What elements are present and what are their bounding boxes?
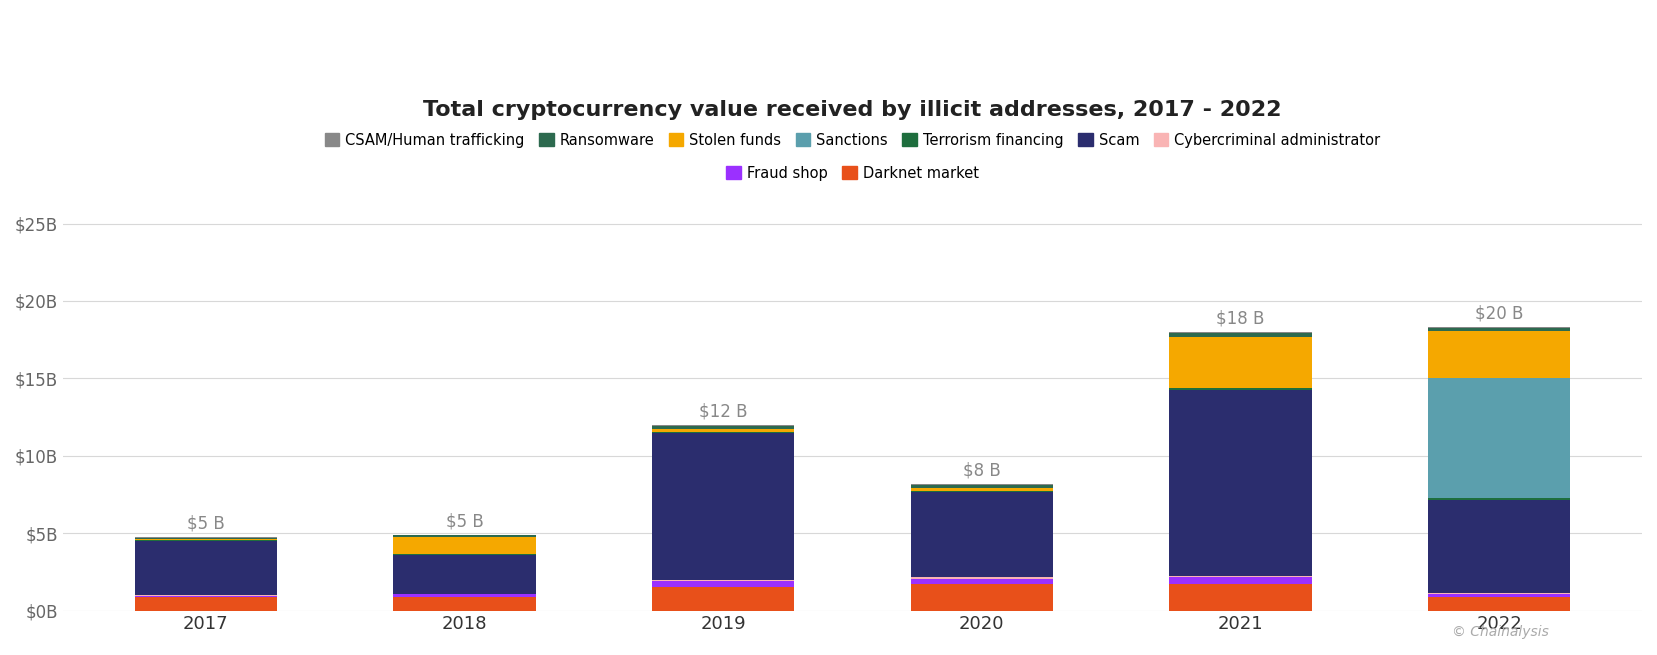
Bar xyxy=(911,584,1052,610)
Bar xyxy=(134,538,277,540)
Bar xyxy=(1170,337,1312,388)
Bar xyxy=(653,432,794,580)
Bar xyxy=(393,555,535,593)
Bar xyxy=(393,593,535,594)
Legend: Fraud shop, Darknet market: Fraud shop, Darknet market xyxy=(721,160,984,187)
Text: $5 B: $5 B xyxy=(446,512,484,530)
Bar xyxy=(911,579,1052,584)
Bar xyxy=(134,537,277,538)
Bar xyxy=(393,537,535,554)
Text: $12 B: $12 B xyxy=(699,402,747,420)
Bar xyxy=(653,588,794,610)
Bar xyxy=(653,426,794,428)
Text: $5 B: $5 B xyxy=(187,514,225,533)
Text: $8 B: $8 B xyxy=(963,462,1001,479)
Bar xyxy=(1170,390,1312,576)
Bar xyxy=(1170,333,1312,337)
Bar xyxy=(1428,377,1571,498)
Bar xyxy=(1170,577,1312,584)
Bar xyxy=(653,428,794,432)
Bar xyxy=(134,597,277,610)
Bar xyxy=(134,540,277,541)
Bar xyxy=(1428,593,1571,594)
Bar xyxy=(1428,594,1571,597)
Bar xyxy=(393,554,535,555)
Bar xyxy=(1428,328,1571,331)
Text: $20 B: $20 B xyxy=(1475,305,1523,323)
Bar xyxy=(653,425,794,426)
Bar xyxy=(1170,584,1312,610)
Bar xyxy=(134,595,277,596)
Title: Total cryptocurrency value received by illicit addresses, 2017 - 2022: Total cryptocurrency value received by i… xyxy=(423,100,1283,120)
Bar xyxy=(1428,500,1571,593)
Bar xyxy=(393,594,535,597)
Bar xyxy=(911,577,1052,579)
Bar xyxy=(653,580,794,581)
Bar xyxy=(911,488,1052,491)
Bar xyxy=(393,597,535,610)
Bar xyxy=(1428,498,1571,500)
Bar xyxy=(134,596,277,597)
Bar xyxy=(393,534,535,536)
Bar xyxy=(911,485,1052,488)
Bar xyxy=(911,491,1052,492)
Bar xyxy=(1170,576,1312,577)
Bar xyxy=(911,492,1052,577)
Bar xyxy=(1428,597,1571,610)
Bar xyxy=(1170,388,1312,390)
Bar xyxy=(1170,332,1312,333)
Bar xyxy=(393,536,535,537)
Bar xyxy=(653,581,794,588)
Text: $18 B: $18 B xyxy=(1216,309,1264,328)
Bar xyxy=(134,541,277,595)
Text: © Chainalysis: © Chainalysis xyxy=(1453,625,1549,639)
Bar xyxy=(1428,331,1571,377)
